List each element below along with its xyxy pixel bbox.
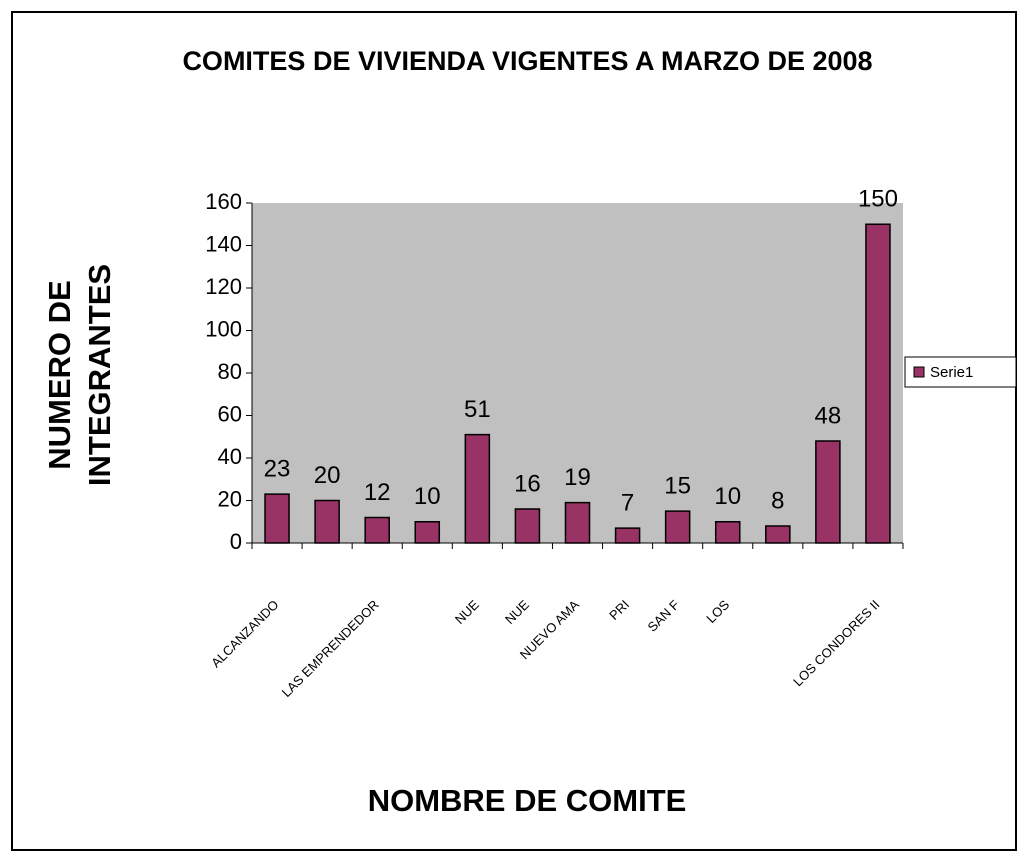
data-label: 12 bbox=[364, 479, 391, 506]
bar bbox=[314, 499, 340, 544]
data-label: 15 bbox=[664, 472, 691, 499]
data-label: 23 bbox=[264, 455, 291, 482]
data-label: 10 bbox=[414, 483, 441, 510]
y-tick-label: 100 bbox=[205, 316, 242, 341]
y-tick-label: 80 bbox=[218, 359, 242, 384]
bar bbox=[865, 223, 891, 544]
y-tick-label: 20 bbox=[218, 486, 242, 511]
x-axis-label: NOMBRE DE COMITE bbox=[367, 783, 687, 818]
bar bbox=[714, 521, 741, 544]
y-tick-label: 40 bbox=[218, 444, 242, 469]
y-tick-label: 0 bbox=[230, 529, 242, 554]
bar bbox=[614, 527, 641, 544]
y-axis-label: NUMERO DE INTEGRANTES bbox=[42, 263, 117, 487]
bar bbox=[815, 440, 841, 544]
data-label: 20 bbox=[314, 462, 341, 489]
data-label: 150 bbox=[858, 186, 898, 213]
y-tick-label: 140 bbox=[205, 231, 242, 256]
bar bbox=[664, 510, 691, 544]
data-label: 7 bbox=[621, 489, 634, 516]
data-label: 8 bbox=[771, 487, 784, 514]
bar bbox=[514, 508, 541, 544]
plot-area bbox=[252, 203, 903, 543]
bar bbox=[364, 516, 390, 544]
data-label: 51 bbox=[464, 396, 491, 423]
bar bbox=[414, 521, 441, 544]
bar bbox=[765, 525, 791, 544]
data-label: 19 bbox=[564, 464, 591, 491]
y-tick-label: 60 bbox=[218, 401, 242, 426]
bar bbox=[564, 501, 591, 544]
chart-title: COMITES DE VIVIENDA VIGENTES A MARZO DE … bbox=[182, 46, 873, 76]
data-label: 16 bbox=[514, 470, 541, 497]
bar bbox=[464, 433, 491, 544]
y-tick-label: 120 bbox=[205, 274, 242, 299]
bar bbox=[264, 493, 290, 544]
legend-label: Serie1 bbox=[930, 364, 973, 381]
data-label: 48 bbox=[815, 402, 842, 429]
data-label: 10 bbox=[714, 483, 741, 510]
legend-swatch bbox=[913, 366, 925, 378]
y-tick-label: 160 bbox=[205, 189, 242, 214]
